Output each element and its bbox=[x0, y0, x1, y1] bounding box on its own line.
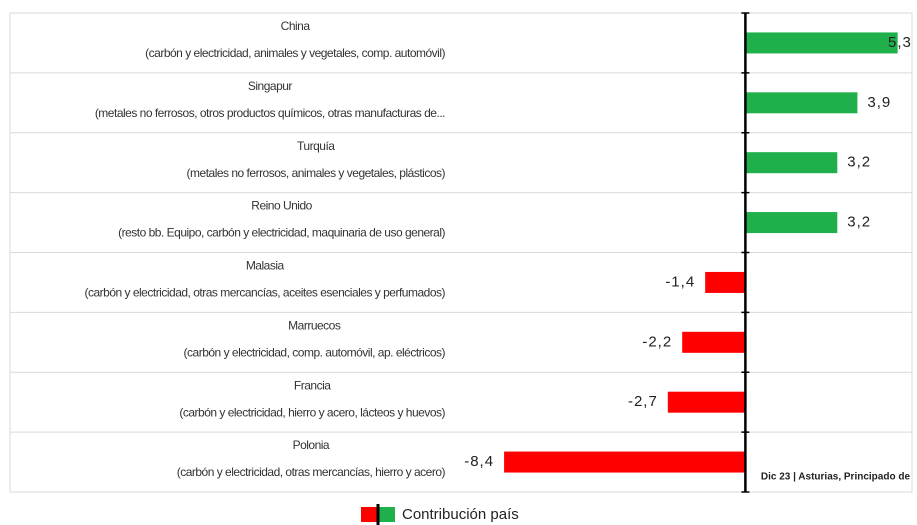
bar bbox=[745, 32, 898, 54]
bar bbox=[745, 212, 838, 234]
category-label: Francia bbox=[294, 378, 331, 392]
data-label: -2,2 bbox=[642, 333, 672, 350]
bar bbox=[745, 92, 858, 114]
category-label: Marruecos bbox=[288, 318, 341, 332]
legend-label: Contribución país bbox=[402, 506, 519, 523]
bar bbox=[705, 271, 746, 293]
bar bbox=[667, 391, 746, 413]
category-label: Reino Unido bbox=[251, 199, 312, 213]
category-label: Polonia bbox=[293, 438, 330, 452]
data-label: 3,2 bbox=[847, 214, 871, 231]
data-label: -8,4 bbox=[464, 453, 494, 470]
legend-swatch-positive bbox=[378, 507, 395, 522]
bar bbox=[504, 451, 746, 473]
category-detail: (carbón y electricidad, otras mercancías… bbox=[177, 465, 446, 479]
legend-swatch-negative bbox=[361, 507, 378, 522]
data-label: -2,7 bbox=[628, 393, 658, 410]
category-detail: (carbón y electricidad, hierro y acero, … bbox=[179, 405, 445, 419]
annotation: Dic 23 | Asturias, Principado de bbox=[761, 472, 911, 483]
category-label: Turquía bbox=[297, 139, 335, 153]
data-label: 3,9 bbox=[867, 94, 891, 111]
bar bbox=[745, 152, 838, 174]
category-detail: (metales no ferrosos, animales y vegetal… bbox=[187, 166, 446, 180]
category-detail: (carbón y electricidad, animales y veget… bbox=[145, 46, 445, 60]
category-label: Singapur bbox=[248, 79, 293, 93]
category-label: China bbox=[281, 19, 311, 33]
data-label: 5,3 bbox=[888, 34, 912, 51]
legend: Contribución país bbox=[361, 504, 519, 525]
category-detail: (metales no ferrosos, otros productos qu… bbox=[95, 106, 445, 120]
bar bbox=[682, 331, 746, 353]
data-label: 3,2 bbox=[847, 154, 871, 171]
category-detail: (resto bb. Equipo, carbón y electricidad… bbox=[118, 226, 445, 240]
data-label: -1,4 bbox=[665, 273, 695, 290]
category-detail: (carbón y electricidad, comp. automóvil,… bbox=[184, 345, 446, 359]
category-label: Malasia bbox=[246, 259, 285, 273]
category-detail: (carbón y electricidad, otras mercancías… bbox=[84, 286, 445, 300]
